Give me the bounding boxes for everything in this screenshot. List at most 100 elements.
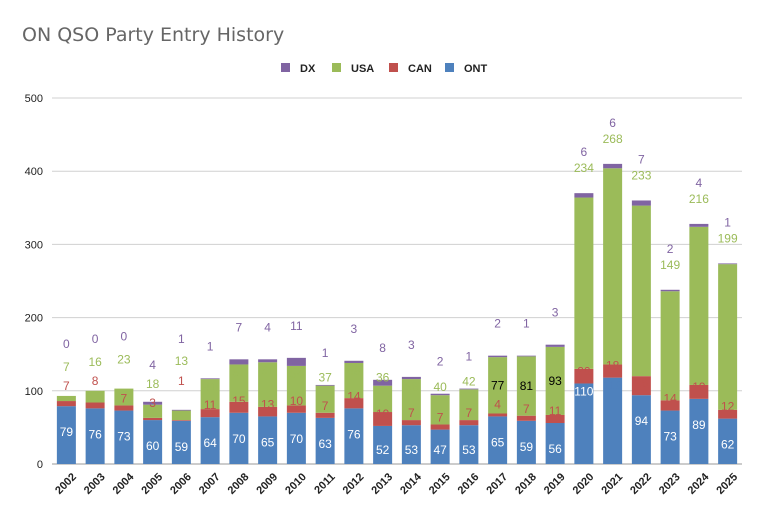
bar-segment-usa [603,168,623,365]
data-label-dx: 8 [379,341,386,355]
data-label-usa: 93 [548,374,562,388]
data-label-can: 12 [721,400,735,414]
data-label-dx: 6 [581,145,588,159]
bar-segment-usa [430,395,450,425]
bar-segment-can [631,376,651,396]
y-tick-label: 500 [25,93,43,105]
data-labels: 7977076816073723060318459113164114117015… [60,116,738,457]
data-label-can: 7 [121,392,128,406]
x-tick-label: 2018 [513,471,539,497]
bar-segment-can [56,401,76,407]
data-label-dx: 0 [121,330,128,344]
data-label-dx: 11 [290,319,303,333]
data-label-dx: 0 [92,332,99,346]
x-tick-label: 2021 [599,471,625,497]
bar-segment-can [286,405,306,413]
bar-segment-ont [315,417,335,464]
x-tick-label: 2008 [226,471,252,497]
data-label-ont: 70 [232,432,246,446]
data-label-ont: 47 [433,443,447,457]
data-label-ont: 52 [376,443,390,457]
data-label-usa: 7 [63,360,70,374]
bar-segment-dx [171,409,191,411]
data-label-ont: 59 [175,440,189,454]
x-tick-label: 2005 [139,471,165,497]
data-label-dx: 1 [178,332,185,346]
bar-segment-usa [574,197,594,369]
bar-segment-dx [660,289,680,292]
data-label-can: 14 [347,389,361,403]
data-label-ont: 73 [663,430,677,444]
data-label-usa: 36 [376,371,390,385]
bar-segment-can [200,409,220,418]
data-label-ont: 64 [203,436,217,450]
x-tick-label: 2019 [542,471,568,497]
data-label-can: 7 [466,406,473,420]
bar-segment-can [430,424,450,430]
bar-segment-ont [344,408,364,464]
bar-segment-ont [143,420,163,464]
x-tick-label: 2013 [369,471,395,497]
data-label-can: 7 [408,406,415,420]
data-label-ont: 65 [261,435,275,449]
data-label-usa: 268 [603,132,623,146]
bar-segment-can [459,420,479,426]
data-label-usa: 13 [175,354,189,368]
data-label-usa: 16 [88,355,102,369]
bar-segment-dx [545,344,565,347]
data-label-usa: 199 [718,231,738,245]
x-tick-label: 2025 [714,471,740,497]
bar-segment-ont [631,395,651,464]
data-label-usa: 37 [318,371,332,385]
bar-segment-usa [171,410,191,421]
bar-segment-ont [488,416,508,464]
data-label-can: 4 [494,397,501,411]
x-tick-label: 2003 [82,471,108,497]
bar-segment-dx [516,355,536,357]
bar-segment-dx [603,163,623,169]
bar-segment-dx [459,388,479,390]
bar-segment-can [488,413,508,417]
bar-segment-can [258,406,278,417]
data-label-can: 7 [523,402,530,416]
bar-segment-ont [603,377,623,464]
bar-segment-usa [488,357,508,414]
x-tick-label: 2011 [312,471,337,496]
data-label-usa: 48 [347,364,361,378]
bar-segment-dx [718,263,738,265]
bar-segment-dx [574,193,594,198]
bar-segment-usa [229,364,249,402]
bar-segment-can [718,409,738,419]
data-label-ont: 63 [318,437,332,451]
data-label-usa: 149 [660,258,680,272]
x-tick-label: 2020 [571,471,597,497]
bar-segment-dx [689,223,709,227]
data-label-ont: 62 [721,438,735,452]
legend-label-dx: DX [300,63,316,75]
y-tick-label: 400 [25,166,43,178]
x-tick-label: 2009 [254,471,280,497]
y-tick-label: 100 [25,386,43,398]
x-tick-label: 2007 [197,471,223,497]
legend-label-ont: ONT [464,63,488,75]
data-label-dx: 3 [351,322,358,336]
data-label-ont: 118 [603,379,622,393]
x-tick-label: 2022 [628,471,654,497]
data-label-usa: 234 [574,161,594,175]
data-label-ont: 89 [692,418,706,432]
y-tick-label: 0 [37,459,43,471]
data-label-usa: 42 [462,374,476,388]
x-tick-label: 2004 [111,470,137,496]
bar-segment-dx [315,384,335,386]
data-label-can: 14 [663,392,677,406]
bar-segment-can [85,402,105,409]
bar-segment-can [660,400,680,411]
data-label-can: 11 [549,404,562,418]
bar-segment-dx [344,360,364,363]
x-tick-label: 2006 [168,471,194,497]
bar-segment-ont [229,412,249,464]
bar-segment-usa [660,291,680,401]
bar-segment-dx [373,379,393,386]
data-label-can: 10 [290,394,304,408]
bar-segment-ont [171,420,191,464]
